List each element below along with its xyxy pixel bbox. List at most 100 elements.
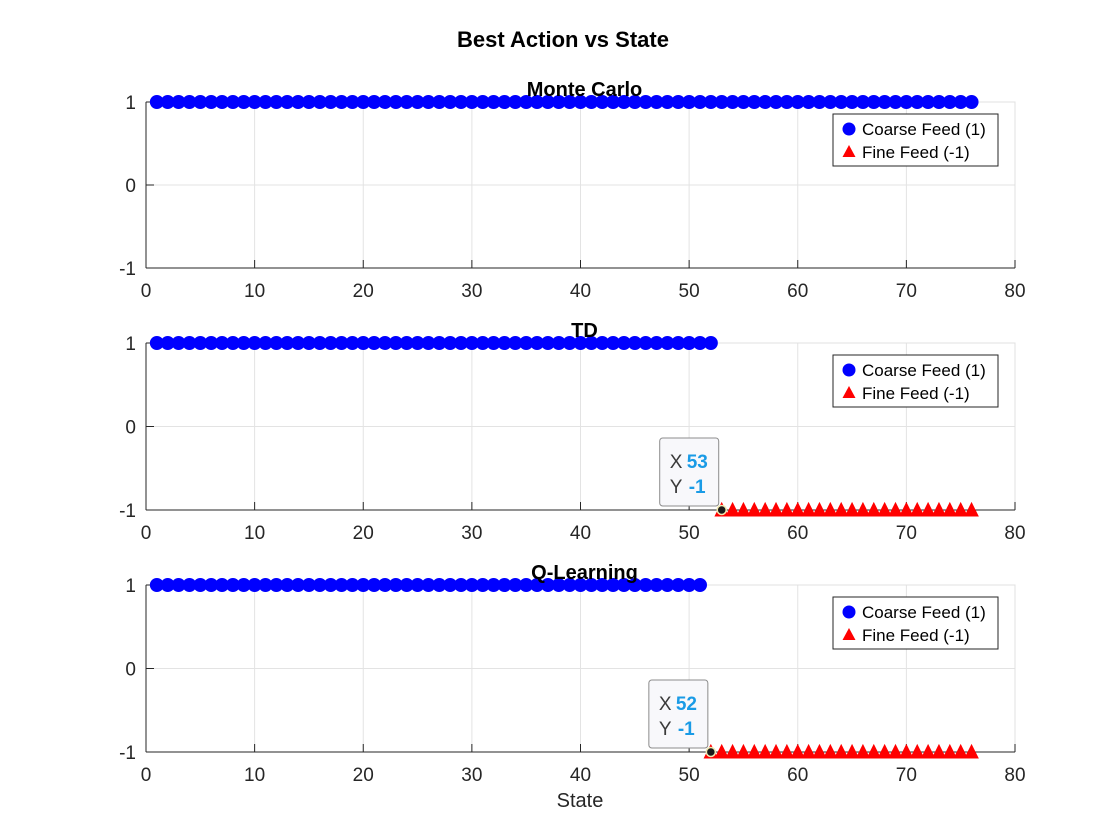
x-tick-label: 30: [461, 523, 482, 544]
y-tick-label: 0: [125, 660, 136, 681]
y-tick-label: 1: [125, 334, 136, 355]
datatip-x-label: X: [659, 694, 672, 715]
data-point-fine-feed: [899, 743, 914, 759]
data-point-fine-feed: [899, 501, 914, 517]
x-tick-label: 70: [896, 765, 917, 786]
y-tick-label: 1: [125, 93, 136, 114]
x-tick-label: 60: [787, 281, 808, 302]
data-point-fine-feed: [736, 501, 751, 517]
data-point-fine-feed: [909, 743, 925, 759]
fine-feed-marker-icon: [842, 145, 856, 157]
data-point-fine-feed: [877, 743, 892, 759]
datatip-x-value: 53: [687, 452, 708, 473]
data-point-fine-feed: [768, 501, 784, 517]
data-point-fine-feed: [931, 743, 947, 759]
data-point-fine-feed: [823, 743, 838, 759]
data-point-fine-feed: [866, 501, 882, 517]
datatip-box: [659, 437, 720, 507]
data-point-fine-feed: [844, 501, 860, 517]
data-point-fine-feed: [812, 501, 827, 517]
data-point-fine-feed: [964, 743, 979, 759]
legend-box: [832, 354, 999, 408]
data-point-fine-feed: [801, 501, 816, 517]
datatip-anchor-dot: [705, 746, 717, 758]
x-tick-label: 40: [570, 765, 591, 786]
x-tick-label: 20: [353, 523, 374, 544]
y-tick-label: -1: [119, 743, 136, 764]
data-point-coarse-feed: [964, 95, 979, 109]
data-point-fine-feed: [920, 743, 936, 759]
data-point-coarse-feed: [692, 578, 707, 592]
x-tick-label: 40: [570, 523, 591, 544]
x-tick-label: 50: [679, 765, 700, 786]
data-point-fine-feed: [746, 501, 762, 517]
x-tick-label: 50: [679, 281, 700, 302]
datatip-y-label: Y: [670, 477, 683, 498]
data-point-fine-feed: [855, 501, 871, 517]
x-tick-label: 20: [353, 765, 374, 786]
legend-box: [832, 596, 999, 650]
data-point-fine-feed: [725, 743, 740, 759]
coarse-feed-marker-icon: [842, 605, 856, 619]
data-point-fine-feed: [801, 743, 816, 759]
data-point-fine-feed: [768, 743, 784, 759]
data-point-fine-feed: [725, 501, 740, 517]
data-point-fine-feed: [877, 501, 892, 517]
x-tick-label: 60: [787, 523, 808, 544]
data-point-fine-feed: [790, 743, 806, 759]
datatip-box: [648, 679, 709, 749]
x-tick-label: 70: [896, 523, 917, 544]
data-point-fine-feed: [866, 743, 882, 759]
legend-entry-coarse-feed: Coarse Feed (1): [862, 603, 986, 622]
x-tick-label: 0: [141, 765, 152, 786]
x-tick-label: 80: [1004, 281, 1025, 302]
datatip: X 52Y -1: [648, 679, 717, 758]
x-tick-label: 40: [570, 281, 591, 302]
legend-box: [832, 113, 999, 167]
data-point-fine-feed: [714, 743, 730, 759]
data-point-fine-feed: [779, 743, 795, 759]
x-tick-label: 10: [244, 765, 265, 786]
data-point-fine-feed: [964, 501, 979, 517]
legend-entry-fine-feed: Fine Feed (-1): [862, 384, 970, 403]
datatip-x-label: X: [670, 452, 683, 473]
datatip-y-label: Y: [659, 719, 672, 740]
legend: Coarse Feed (1) Fine Feed (-1): [832, 354, 999, 408]
data-point-fine-feed: [953, 501, 968, 517]
x-tick-label: 10: [244, 523, 265, 544]
datatip-y-value: -1: [689, 477, 706, 498]
x-tick-label: 50: [679, 523, 700, 544]
x-tick-label: 70: [896, 281, 917, 302]
data-point-fine-feed: [942, 501, 958, 517]
datatip: X 53Y -1: [659, 437, 727, 516]
x-axis-label: State: [557, 790, 604, 812]
data-point-fine-feed: [844, 743, 860, 759]
legend: Coarse Feed (1) Fine Feed (-1): [832, 596, 999, 650]
data-point-fine-feed: [888, 501, 903, 517]
x-tick-label: 20: [353, 281, 374, 302]
data-point-fine-feed: [746, 743, 762, 759]
fine-feed-marker-icon: [842, 386, 856, 398]
coarse-feed-marker-icon: [842, 363, 856, 377]
x-tick-label: 30: [461, 281, 482, 302]
datatip-anchor-dot: [716, 504, 727, 516]
x-tick-label: 80: [1004, 523, 1025, 544]
figure-title: Best Action vs State: [457, 27, 669, 52]
data-point-fine-feed: [757, 501, 773, 517]
y-tick-label: 0: [125, 176, 136, 197]
subplot-title: Monte Carlo: [527, 79, 643, 101]
subplot-title: TD: [571, 320, 598, 342]
data-point-fine-feed: [812, 743, 827, 759]
legend: Coarse Feed (1) Fine Feed (-1): [832, 113, 999, 167]
y-tick-label: -1: [119, 501, 136, 522]
fine-feed-marker-icon: [842, 628, 856, 640]
data-point-fine-feed: [823, 501, 838, 517]
coarse-feed-marker-icon: [842, 122, 856, 136]
data-point-fine-feed: [736, 743, 751, 759]
x-tick-label: 10: [244, 281, 265, 302]
data-point-fine-feed: [909, 501, 925, 517]
data-point-fine-feed: [833, 743, 849, 759]
y-tick-label: 1: [125, 576, 136, 597]
